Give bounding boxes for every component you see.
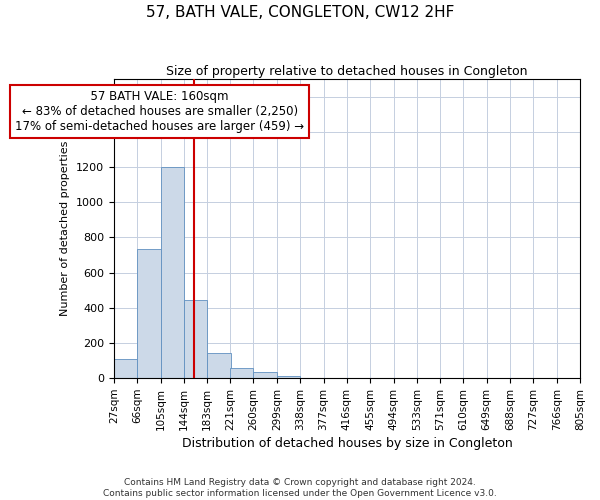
Bar [208, 352, 230, 378]
Text: 57 BATH VALE: 160sqm  
← 83% of detached houses are smaller (2,250)
17% of semi-: 57 BATH VALE: 160sqm ← 83% of detached h… [15, 90, 304, 133]
Bar [253, 372, 277, 378]
Bar [137, 249, 161, 378]
Bar [230, 368, 253, 378]
Title: Size of property relative to detached houses in Congleton: Size of property relative to detached ho… [166, 65, 527, 78]
Bar [184, 300, 208, 378]
Text: Contains HM Land Registry data © Crown copyright and database right 2024.
Contai: Contains HM Land Registry data © Crown c… [103, 478, 497, 498]
Bar [161, 167, 184, 378]
Text: 57, BATH VALE, CONGLETON, CW12 2HF: 57, BATH VALE, CONGLETON, CW12 2HF [146, 5, 454, 20]
Bar [277, 376, 300, 378]
X-axis label: Distribution of detached houses by size in Congleton: Distribution of detached houses by size … [182, 437, 512, 450]
Y-axis label: Number of detached properties: Number of detached properties [61, 141, 70, 316]
Bar [114, 359, 137, 378]
